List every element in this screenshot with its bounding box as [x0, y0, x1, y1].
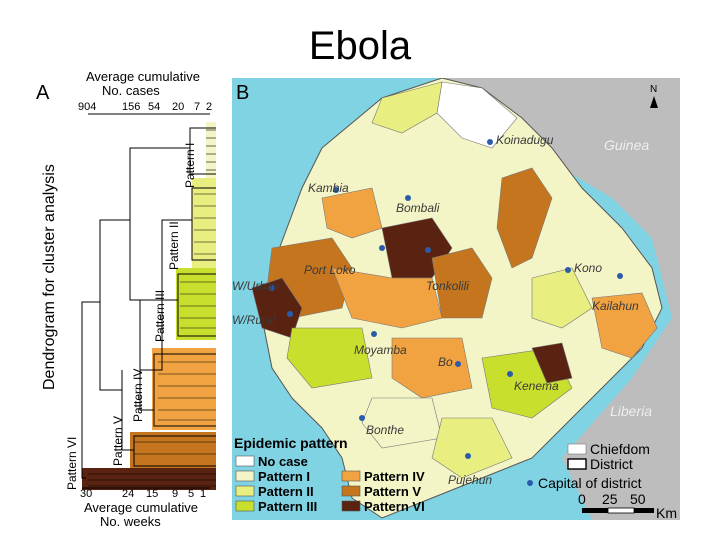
region-tonkolili	[431, 247, 493, 319]
bottom-axis-title-line1: Average cumulative	[84, 500, 198, 515]
district-label: Bombali	[396, 201, 440, 215]
top-tick-label: 20	[172, 101, 184, 113]
district-label: Koinadugu	[496, 133, 554, 147]
district-label: W/Rural	[232, 313, 276, 327]
band-pattern-iv	[152, 348, 216, 430]
district-label: Kailahun	[592, 299, 639, 313]
top-tick-label: 2	[206, 101, 212, 113]
band-pattern-ii	[192, 178, 216, 268]
district-label: Kono	[574, 261, 602, 275]
boundary-swatch-district	[567, 458, 587, 470]
map-svg: N Guinea Liberia Koinadugu Kambia Bombal…	[232, 78, 680, 520]
bottom-tick-label: 9	[172, 488, 178, 500]
scale-label: 50	[630, 491, 646, 507]
legend-label: Pattern III	[258, 499, 317, 514]
top-tick-label: 156	[122, 101, 140, 113]
scale-bar-segment	[634, 508, 654, 513]
slide-title: Ebola	[308, 24, 412, 68]
capital-legend-label: Capital of district	[538, 475, 642, 491]
boundary-label-district: District	[590, 456, 633, 472]
district-label: Port Loko	[304, 263, 356, 277]
panel-b-label: B	[236, 82, 250, 104]
district-label: Bonthe	[366, 423, 404, 437]
district-label: Kambia	[308, 181, 349, 195]
dendrogram-svg: 904 156 54 20 7 2	[41, 101, 216, 529]
scale-bar-segment	[607, 507, 635, 514]
pattern-label-iii: Pattern III	[153, 290, 167, 342]
top-tick-label: 904	[78, 101, 96, 113]
dendrogram-leaves	[88, 129, 216, 487]
country-label-liberia: Liberia	[610, 403, 652, 419]
bottom-axis-title-line2: No. weeks	[100, 514, 161, 529]
legend-label: Pattern VI	[364, 499, 425, 514]
bottom-tick-label: 30	[80, 488, 92, 500]
scale-label: 0	[578, 491, 586, 507]
district-label: Tonkolili	[426, 279, 469, 293]
legend-label: Pattern V	[364, 484, 421, 499]
legend-swatch	[235, 470, 255, 482]
legend-label: Pattern IV	[364, 469, 425, 484]
scale-bar-segment	[582, 508, 608, 513]
legend-title: Epidemic pattern	[234, 435, 348, 451]
top-axis-title-line1: Average cumulative	[86, 69, 200, 84]
district-label: W/Urban	[232, 279, 280, 293]
north-label: N	[650, 84, 657, 95]
legend-items: No case Pattern I Pattern II Pattern III…	[235, 454, 425, 514]
panel-b-map: N Guinea Liberia Koinadugu Kambia Bombal…	[232, 78, 680, 520]
legend-swatch	[341, 500, 361, 512]
region-north	[371, 81, 443, 134]
region-kailahun	[591, 292, 658, 359]
legend-label: Pattern I	[258, 469, 310, 484]
band-pattern-i	[206, 122, 216, 178]
bottom-tick-label: 24	[122, 488, 134, 500]
region-kenema-dark	[531, 342, 573, 384]
top-tick-label: 7	[194, 101, 200, 113]
country-label-guinea: Guinea	[604, 137, 649, 153]
panel-a: A Average cumulative No. cases 904 156 5…	[30, 70, 230, 530]
district-label: Bo	[438, 355, 453, 369]
dendrogram-branches	[81, 127, 216, 479]
legend-swatch	[341, 470, 361, 482]
top-axis-title-line2: No. cases	[102, 83, 160, 98]
region-022	[496, 167, 553, 269]
region-pujehun	[431, 417, 513, 479]
legend-swatch	[235, 500, 255, 512]
region-kambia	[321, 187, 383, 239]
bottom-tick-label: 5	[188, 488, 194, 500]
region-western-area	[251, 277, 303, 339]
scale-label: 25	[602, 491, 618, 507]
legend-swatch	[341, 485, 361, 497]
pattern-label-vi: Pattern VI	[65, 437, 79, 490]
north-arrow-icon	[650, 96, 658, 108]
scale-unit: Km	[656, 505, 677, 520]
district-capitals	[269, 139, 623, 459]
bottom-tick-label: 1	[200, 488, 206, 500]
legend-swatch	[235, 485, 255, 497]
region-moyamba	[286, 327, 373, 389]
neighbour-countries	[442, 78, 680, 520]
district-label: Pujehun	[448, 473, 492, 487]
pattern-label-v: Pattern V	[111, 416, 125, 466]
district-label: Moyamba	[354, 343, 407, 357]
legend-label: Pattern II	[258, 484, 314, 499]
panel-a-label: A	[36, 82, 50, 104]
district-label: Kenema	[514, 379, 559, 393]
band-pattern-v	[130, 432, 216, 468]
pattern-label-ii: Pattern II	[167, 221, 181, 270]
bottom-tick-label: 15	[146, 488, 158, 500]
band-pattern-iii	[176, 268, 216, 340]
boundary-label-chiefdom: Chiefdom	[590, 441, 650, 457]
band-pattern-vi	[82, 468, 216, 490]
pattern-label-iv: Pattern IV	[131, 369, 145, 422]
legend-swatch	[235, 455, 255, 467]
pattern-label-i: Pattern I	[183, 143, 197, 188]
capital-legend-dot	[527, 480, 533, 486]
district-labels: Koinadugu Kambia Bombali Port Loko Tonko…	[232, 133, 639, 487]
region-bo	[391, 337, 473, 399]
boundary-swatch-chiefdom	[567, 443, 587, 455]
legend-label: No case	[258, 454, 308, 469]
y-axis-title: Dendrogram for cluster analysis	[41, 164, 58, 390]
top-tick-label: 54	[148, 101, 160, 113]
